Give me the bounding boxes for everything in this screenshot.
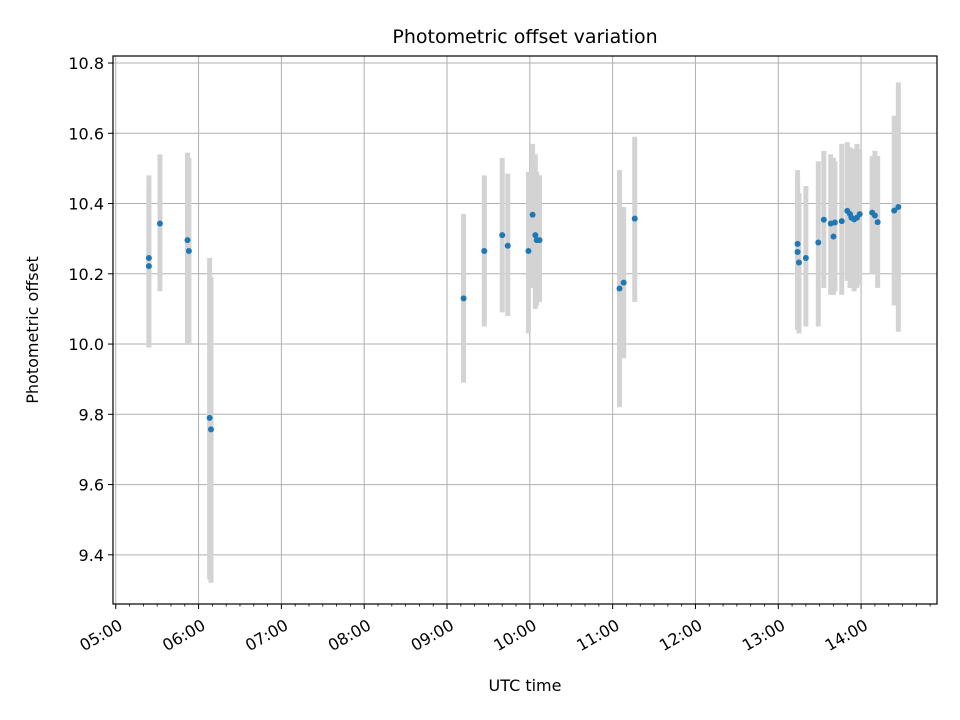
chart-title: Photometric offset variation — [392, 26, 657, 48]
data-point — [481, 247, 488, 254]
y-tick-label: 9.8 — [79, 405, 104, 424]
grid — [113, 56, 937, 604]
data-point — [616, 285, 623, 292]
y-tick-label: 10.4 — [68, 195, 104, 214]
data-point — [838, 218, 845, 225]
data-point — [525, 247, 532, 254]
x-axis-title: UTC time — [489, 676, 562, 695]
data-point — [207, 426, 214, 433]
data-point — [620, 279, 627, 286]
data-point — [460, 295, 467, 302]
plot-frame — [112, 55, 938, 605]
data-point — [631, 215, 638, 222]
data-point — [830, 233, 837, 240]
data-point — [532, 232, 539, 239]
data-point — [795, 259, 802, 266]
y-tick-label: 10.6 — [68, 124, 104, 143]
y-tick-label: 9.4 — [79, 546, 104, 565]
data-point — [145, 263, 152, 270]
data-point — [891, 207, 898, 214]
data-point — [794, 249, 801, 256]
y-tick-label: 10.2 — [68, 265, 104, 284]
data-points — [145, 204, 902, 433]
data-point — [820, 216, 827, 223]
data-point — [536, 237, 543, 244]
data-point — [871, 212, 878, 219]
data-point — [856, 211, 863, 218]
data-point — [874, 219, 881, 226]
data-point — [831, 219, 838, 226]
y-tick-label: 10.0 — [68, 335, 104, 354]
y-tick-label: 10.8 — [68, 54, 104, 73]
data-point — [185, 247, 192, 254]
data-point — [206, 414, 213, 421]
data-point — [145, 254, 152, 261]
data-point — [156, 220, 163, 227]
data-point — [815, 239, 822, 246]
data-point — [184, 237, 191, 244]
data-point — [802, 254, 809, 261]
y-axis-title: Photometric offset — [23, 256, 42, 404]
data-point — [895, 204, 902, 211]
y-tick-label: 9.6 — [79, 476, 104, 495]
data-point — [504, 242, 511, 249]
data-point — [794, 240, 801, 247]
data-point — [529, 211, 536, 218]
data-point — [499, 232, 506, 239]
